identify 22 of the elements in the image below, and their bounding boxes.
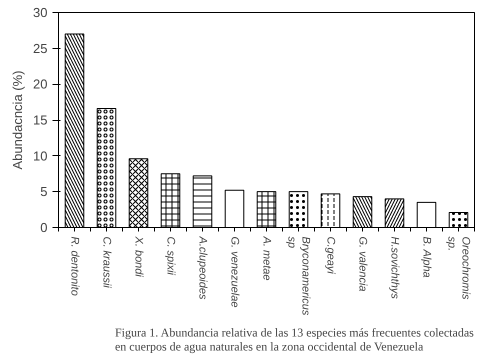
x-tick-label: X. bondi [132,236,144,278]
x-tick-label: A.clupeoides [196,236,208,300]
x-tick-label: R. dentonito [68,236,80,296]
y-tick-label: 15 [33,112,48,128]
y-tick-label: 20 [33,76,48,92]
y-tick-label: 10 [33,148,48,164]
y-tick-label: 5 [40,184,48,200]
x-tick-label: Oreochromis sp. [445,236,472,300]
x-tick-label: H.sovichthys [388,236,400,300]
x-tick-label: G. valencia [356,236,368,292]
text: Figura 1. Abundancia relativa de las 13 especies más frecuentes colectadas en cuerpos de agua naturales en la zona occidental de Venezuela [114,326,474,354]
x-tick-label: C. spixii [164,236,176,276]
y-tick-label: 30 [33,5,48,20]
y-tick-label: 25 [33,40,48,56]
x-tick-label: C. kraussii [100,236,112,288]
x-tick-label: A. metae [260,236,272,281]
y-axis-title: Abundacncia (%) [10,70,26,170]
y-tick-label: 0 [40,220,48,235]
x-tick-label: G. venezuelae [228,236,240,308]
x-tick-label: B. Alpha [420,236,432,278]
x-tick-label: Bryconamericus sp [285,236,312,316]
x-tick-label: C.geayi [324,236,336,274]
